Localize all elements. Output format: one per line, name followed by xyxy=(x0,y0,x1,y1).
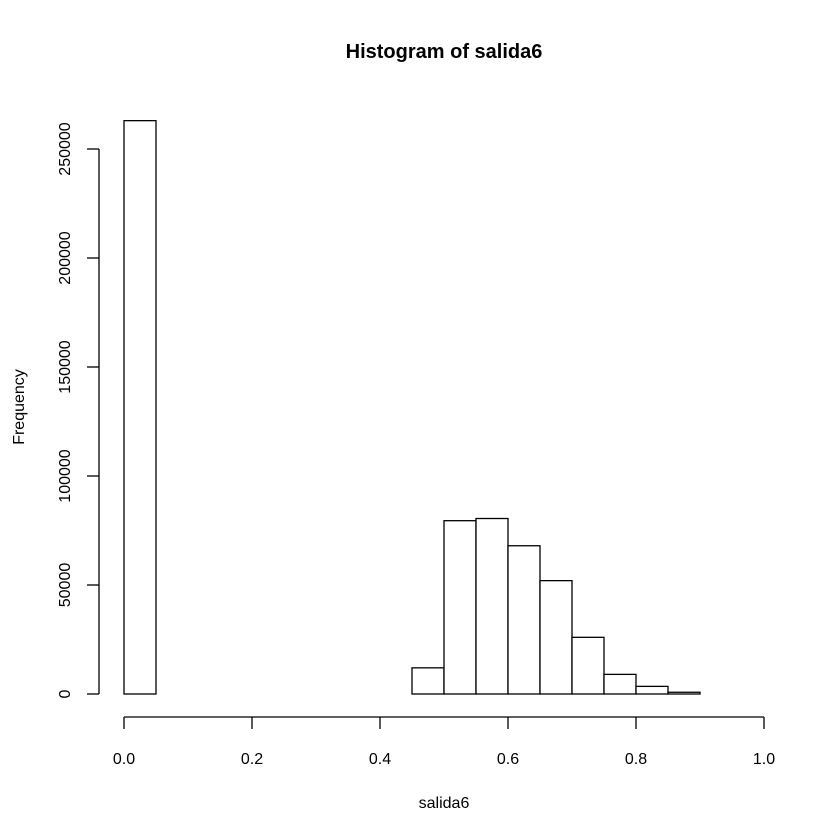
y-tick-label: 250000 xyxy=(57,122,74,175)
x-tick-label: 0.4 xyxy=(369,751,391,768)
histogram-bars xyxy=(123,120,701,695)
x-axis: 0.0 0.2 0.4 0.6 0.8 1.0 xyxy=(113,716,775,768)
x-tick-label: 0.0 xyxy=(113,751,135,768)
histogram-bar xyxy=(635,685,669,695)
x-tick-label: 0.8 xyxy=(625,751,647,768)
histogram-bar xyxy=(539,579,573,695)
histogram-bar xyxy=(411,667,445,695)
x-axis-label: salida6 xyxy=(419,795,470,812)
histogram-bar xyxy=(603,673,637,695)
histogram-bar xyxy=(443,520,477,695)
histogram-bar xyxy=(475,517,509,695)
x-tick-label: 0.6 xyxy=(497,751,519,768)
x-tick-label: 1.0 xyxy=(753,751,775,768)
histogram-bar xyxy=(667,691,701,695)
y-axis-label: Frequency xyxy=(11,369,28,445)
histogram-bar xyxy=(123,120,157,695)
x-tick-label: 0.2 xyxy=(241,751,263,768)
y-tick-label: 100000 xyxy=(57,449,74,502)
histogram-bar xyxy=(507,545,541,695)
histogram-bar xyxy=(571,636,605,695)
y-tick-label: 0 xyxy=(57,689,74,698)
chart-title: Histogram of salida6 xyxy=(346,41,543,63)
y-tick-label: 50000 xyxy=(57,563,74,608)
y-tick-label: 150000 xyxy=(57,340,74,393)
y-axis: 0 50000 100000 150000 200000 250000 xyxy=(57,122,100,698)
y-tick-label: 200000 xyxy=(57,231,74,284)
